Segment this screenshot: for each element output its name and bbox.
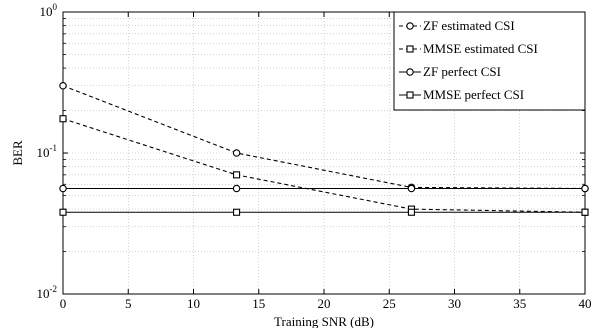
x-tick-label: 0 xyxy=(60,296,67,311)
data-point xyxy=(233,171,241,179)
series-line xyxy=(62,118,586,213)
data-point xyxy=(59,115,67,123)
data-point xyxy=(581,208,589,216)
y-tick-label: 10-1 xyxy=(37,143,58,160)
legend-box xyxy=(393,11,586,111)
legend-entry: MMSE estimated CSI xyxy=(399,41,538,56)
x-tick-label: 15 xyxy=(252,296,265,311)
data-point xyxy=(407,208,415,216)
legend-entry: ZF perfect CSI xyxy=(399,64,501,79)
data-point xyxy=(59,81,67,90)
data-point xyxy=(233,208,241,216)
series-4 xyxy=(59,208,589,216)
data-series xyxy=(59,81,589,216)
axis-ticks: 0 5 10 15 20 25 30 35 40 10-2 10-1 100 xyxy=(37,2,592,311)
legend-entry: MMSE perfect CSI xyxy=(399,87,524,102)
y-axis-label: BER xyxy=(10,140,25,166)
legend-marker xyxy=(406,68,414,76)
legend-marker xyxy=(406,91,414,99)
grid-lines xyxy=(63,12,585,294)
legend-label: MMSE perfect CSI xyxy=(423,87,524,102)
data-point xyxy=(59,184,67,193)
y-tick-label: 100 xyxy=(40,2,58,19)
data-point xyxy=(232,149,241,157)
y-tick-label: 10-2 xyxy=(37,284,58,301)
series-3 xyxy=(59,184,589,193)
legend: ZF estimated CSI MMSE estimated CSI ZF per… xyxy=(393,11,586,111)
x-tick-label: 40 xyxy=(579,296,592,311)
legend-label: MMSE estimated CSI xyxy=(423,41,538,56)
x-tick-label: 5 xyxy=(125,296,132,311)
data-point xyxy=(407,184,416,193)
data-point xyxy=(59,208,67,216)
legend-label: ZF perfect CSI xyxy=(423,64,501,79)
legend-label: ZF estimated CSI xyxy=(423,18,515,33)
x-axis-label: Training SNR (dB) xyxy=(274,314,374,328)
x-tick-label: 30 xyxy=(448,296,461,311)
x-tick-label: 20 xyxy=(318,296,331,311)
legend-marker xyxy=(406,22,414,30)
x-tick-label: 25 xyxy=(383,296,396,311)
legend-marker xyxy=(406,45,414,53)
x-tick-label: 10 xyxy=(187,296,200,311)
legend-entry: ZF estimated CSI xyxy=(399,18,515,33)
data-point xyxy=(232,184,241,193)
x-tick-label: 35 xyxy=(513,296,526,311)
data-point xyxy=(581,184,589,193)
